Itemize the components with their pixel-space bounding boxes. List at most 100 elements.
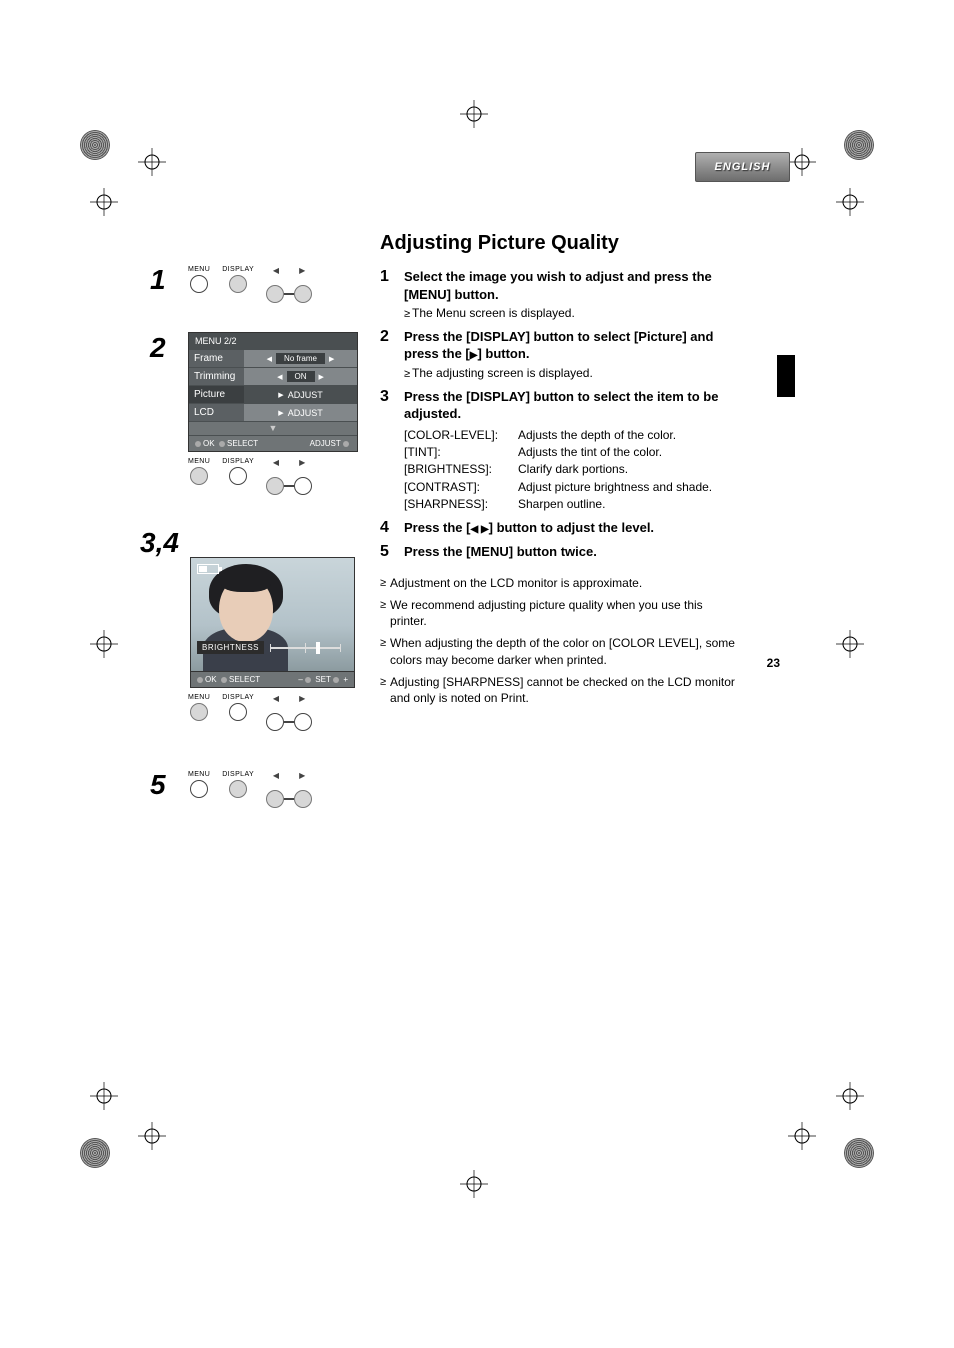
menu-row-label: Frame [189,350,244,367]
menu-row-lcd[interactable]: LCD▶ADJUST [189,403,357,421]
photo-footer-plus: + [343,675,348,684]
steps-list: 1Select the image you wish to adjust and… [380,268,740,561]
menu-row-picture[interactable]: Picture▶ADJUST [189,385,357,403]
step-body: Press the [◀ ▶] button to adjust the lev… [404,519,654,537]
page-number: 23 [767,656,780,670]
display-button-label: DISPLAY [222,266,254,273]
arrow-left-button[interactable] [266,285,284,303]
note: Adjusting [SHARPNESS] cannot be checked … [380,674,740,706]
display-button[interactable]: DISPLAY [222,266,254,293]
arrow-buttons[interactable]: ◀▶ [266,266,312,303]
step-body: Select the image you wish to adjust and … [404,268,740,322]
reg-mark-top [460,100,488,128]
arrow-left-button[interactable] [266,713,284,731]
display-button[interactable]: DISPLAY [222,694,254,721]
reg-ball-tr [844,130,874,160]
language-tab: ENGLISH [695,152,790,182]
arrow-left-button[interactable] [266,790,284,808]
photo-footer-ok: OK [205,675,217,684]
step-1: 1Select the image you wish to adjust and… [380,268,740,322]
step-number: 2 [380,328,394,382]
step-number: 3 [380,388,394,513]
menu-button[interactable]: MENU [188,458,210,485]
menu-row-label: Picture [189,386,244,403]
note: We recommend adjusting picture quality w… [380,597,740,629]
arrow-buttons[interactable]: ◀▶ [266,771,312,808]
menu-panel: MENU 2/2 Frame◀No frame▶Trimming◀ON▶Pict… [188,332,358,452]
reg-mark-right3 [836,1082,864,1110]
note: Adjustment on the LCD monitor is approxi… [380,575,740,591]
step-num-5: 5 [150,769,166,801]
menu-row-frame[interactable]: Frame◀No frame▶ [189,349,357,367]
reg-mark-tl [138,148,166,176]
battery-icon [197,564,219,574]
notes-list: Adjustment on the LCD monitor is approxi… [380,575,740,706]
reg-mark-tr [788,148,816,176]
brightness-slider[interactable] [266,642,344,654]
step-3: 3Press the [DISPLAY] button to select th… [380,388,740,513]
menu-scroll-down-icon: ▼ [189,421,357,435]
reg-mark-left3 [90,1082,118,1110]
step-number: 5 [380,543,394,561]
arrow-buttons[interactable]: ◀▶ [266,694,312,731]
photo-footer-select: SELECT [229,675,260,684]
photo-footer: OK SELECT – SET + [190,672,355,688]
step-num-34: 3,4 [140,527,179,559]
arrow-buttons[interactable]: ◀▶ [266,458,312,495]
menu-button[interactable]: MENU [188,266,210,293]
reg-ball-bl [80,1138,110,1168]
menu-row-value: ▶ADJUST [244,404,357,421]
step-body: Press the [MENU] button twice. [404,543,597,561]
step-num-1: 1 [150,264,166,296]
menu-row-trimming[interactable]: Trimming◀ON▶ [189,367,357,385]
reg-mark-right [836,630,864,658]
step-number: 1 [380,268,394,322]
def-row: [TINT]:Adjusts the tint of the color. [404,444,740,460]
menu-footer-select: SELECT [227,439,258,448]
menu-row-label: LCD [189,404,244,421]
def-row: [BRIGHTNESS]:Clarify dark portions. [404,461,740,477]
reg-mark-left2 [90,188,118,216]
brightness-label: BRIGHTNESS [197,641,264,654]
photo-footer-minus: – [298,675,302,684]
menu-footer-adjust: ADJUST [310,439,341,448]
definitions-table: [COLOR-LEVEL]:Adjusts the depth of the c… [404,427,740,512]
menu-row-value: ◀ON▶ [244,368,357,385]
step-4: 4 Press the [◀ ▶] button to adjust the le… [380,519,740,537]
menu-header: MENU 2/2 [189,333,357,349]
step-sub: The Menu screen is displayed. [404,305,740,322]
reg-mark-br [788,1122,816,1150]
step-number: 4 [380,519,394,537]
display-button[interactable]: DISPLAY [222,458,254,485]
arrow-left-button[interactable] [266,477,284,495]
step-sub: The adjusting screen is displayed. [404,365,740,382]
menu-button-label: MENU [188,266,210,273]
reg-mark-left [90,630,118,658]
arrow-right-button[interactable] [294,790,312,808]
menu-button[interactable]: MENU [188,771,210,798]
reg-mark-bottom [460,1170,488,1198]
menu-button[interactable]: MENU [188,694,210,721]
menu-footer: OK SELECT ADJUST [189,435,357,451]
step-2: 2Press the [DISPLAY] button to select [P… [380,328,740,382]
reg-mark-bl [138,1122,166,1150]
section-tab [777,355,795,397]
step-body: Press the [DISPLAY] button to select [Pi… [404,328,740,382]
display-button[interactable]: DISPLAY [222,771,254,798]
photo-footer-set: SET [315,675,331,684]
step-5: 5 Press the [MENU] button twice. [380,543,740,561]
def-row: [CONTRAST]:Adjust picture brightness and… [404,479,740,495]
step-num-2: 2 [150,332,166,364]
def-row: [COLOR-LEVEL]:Adjusts the depth of the c… [404,427,740,443]
step-body: Press the [DISPLAY] button to select the… [404,388,740,513]
note: When adjusting the depth of the color on… [380,635,740,667]
menu-footer-ok: OK [203,439,215,448]
arrow-right-button[interactable] [294,285,312,303]
photo-preview: BRIGHTNESS [190,557,355,672]
def-row: [SHARPNESS]:Sharpen outline. [404,496,740,512]
arrow-right-button[interactable] [294,713,312,731]
menu-row-value: ◀No frame▶ [244,350,357,367]
arrow-right-button[interactable] [294,477,312,495]
reg-ball-tl [80,130,110,160]
section-title: Adjusting Picture Quality [380,232,619,255]
